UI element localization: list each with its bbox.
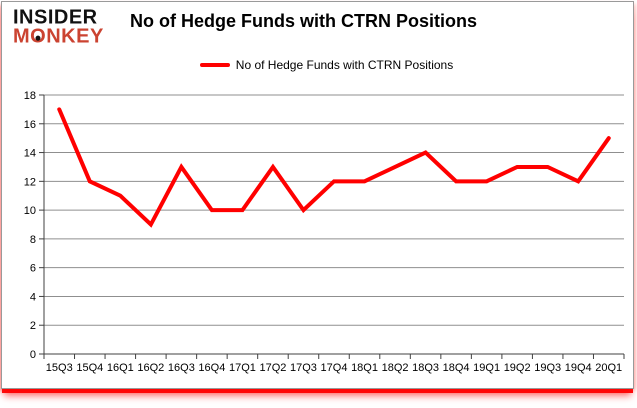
x-axis-label: 15Q4	[76, 362, 103, 374]
x-axis-label: 17Q2	[259, 362, 286, 374]
logo-monkey-m: M	[13, 24, 31, 48]
y-axis-label: 6	[30, 263, 36, 275]
x-axis-label: 16Q4	[198, 362, 225, 374]
line-chart: 0 2 4 6 8 10 12 14 16 18 15Q3 15Q4 16Q1 16Q2 16Q3 16Q4 1…	[24, 90, 625, 374]
x-axis-label: 19Q2	[504, 362, 531, 374]
y-axis-label: 4	[30, 291, 36, 303]
series-line	[57, 107, 611, 228]
x-axis-label: 18Q3	[412, 362, 439, 374]
x-axis-label: 15Q3	[46, 362, 73, 374]
y-axis-label: 16	[24, 119, 36, 131]
x-axis-label: 17Q1	[229, 362, 256, 374]
y-axis-label: 0	[30, 349, 36, 361]
y-axis-label: 18	[24, 90, 36, 102]
logo-monkey-text: MONKEY	[13, 24, 104, 48]
y-axis-label: 8	[30, 234, 36, 246]
y-axis-label: 2	[30, 320, 36, 332]
logo-monkey-rest: NKEY	[46, 24, 104, 48]
x-axis-label: 18Q4	[443, 362, 470, 374]
legend-label: No of Hedge Funds with CTRN Positions	[235, 58, 454, 72]
x-axis-label: 18Q1	[351, 362, 378, 374]
logo-monkey-eye-o: O	[30, 24, 47, 48]
x-axis-label: 17Q3	[290, 362, 317, 374]
chart-card: INSIDER MONKEY No of Hedge Funds with CT…	[1, 1, 634, 389]
x-axis-label: 16Q2	[137, 362, 164, 374]
insider-monkey-logo: INSIDER MONKEY	[13, 5, 104, 48]
x-axis-label: 16Q1	[107, 362, 134, 374]
y-axis-label: 14	[24, 148, 36, 160]
legend: No of Hedge Funds with CTRN Positions	[2, 58, 633, 72]
x-axis-label: 20Q1	[595, 362, 622, 374]
chart-title: No of Hedge Funds with CTRN Positions	[130, 11, 477, 31]
logo-insider-text: INSIDER	[13, 5, 98, 29]
y-axis-label: 12	[24, 176, 36, 188]
x-axis-label: 16Q3	[168, 362, 195, 374]
x-axis-label: 19Q3	[534, 362, 561, 374]
x-axis-label: 19Q4	[565, 362, 592, 374]
y-axis-label: 10	[24, 205, 36, 217]
x-axis-label: 19Q1	[473, 362, 500, 374]
x-axis-label: 18Q2	[382, 362, 409, 374]
x-axis-label: 17Q4	[321, 362, 348, 374]
legend-line-swatch	[199, 63, 230, 67]
